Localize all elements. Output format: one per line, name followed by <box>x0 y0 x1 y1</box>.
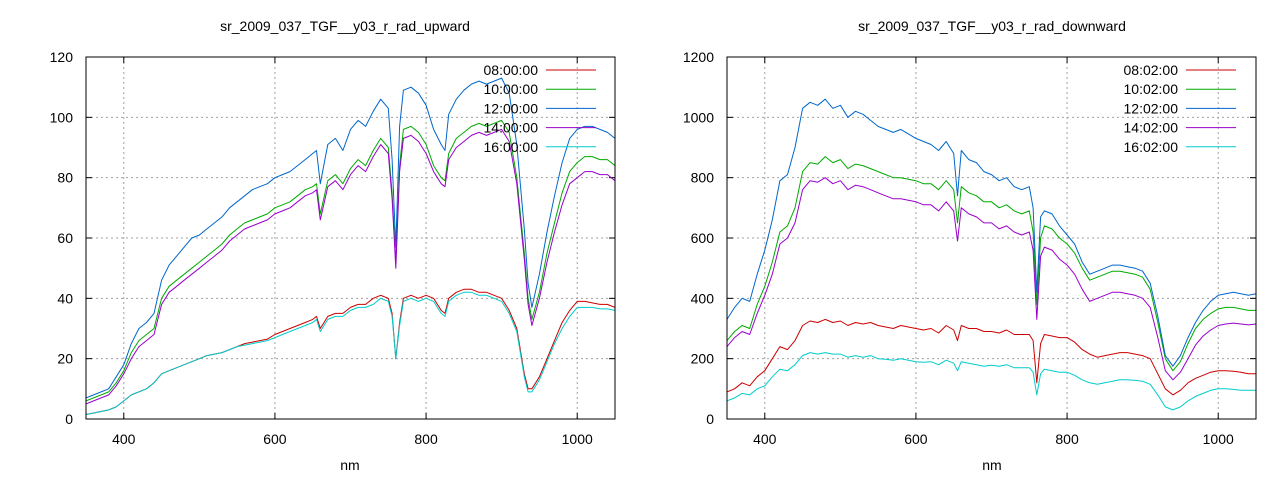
x-tick-label: 600 <box>263 431 287 447</box>
plot-border <box>726 56 1257 420</box>
series-line-5 <box>727 352 1256 411</box>
y-tick-label: 80 <box>57 170 73 186</box>
chart-panel-1: sr_2009_037_TGF__y03_r_rad_upward 0 20 40 60… <box>50 18 616 473</box>
legend-label: 10:02:00 <box>1124 81 1179 97</box>
legend-label: 14:00:00 <box>484 120 539 136</box>
series-group <box>727 98 1256 411</box>
y-tick-label: 400 <box>691 290 715 306</box>
legend: 08:02:00 10:02:00 12:02:00 14:02:00 16:02:00 <box>1124 62 1236 155</box>
series-line-3 <box>727 98 1256 367</box>
legend-label: 12:02:00 <box>1124 100 1179 116</box>
y-tick-label: 200 <box>691 351 715 367</box>
y-tick-label: 0 <box>65 411 73 427</box>
chart-title: sr_2009_037_TGF__y03_r_rad_upward <box>220 18 470 34</box>
legend-label: 08:00:00 <box>484 62 539 78</box>
x-tick-label: 400 <box>753 431 777 447</box>
x-axis-label: nm <box>340 457 359 473</box>
legend-label: 08:02:00 <box>1124 62 1179 78</box>
series-line-2 <box>727 156 1256 372</box>
series-line-1 <box>727 318 1256 396</box>
series-line-4 <box>727 177 1256 381</box>
y-tick-label: 600 <box>691 230 715 246</box>
x-tick-label: 800 <box>1055 431 1079 447</box>
x-tick-label: 1000 <box>562 431 593 447</box>
y-tick-label: 120 <box>50 49 74 65</box>
chart-panel-2: sr_2009_037_TGF__y03_r_rad_downward 0 200 4… <box>683 18 1257 473</box>
y-tick-label: 1000 <box>683 109 714 125</box>
y-tick-label: 800 <box>691 170 715 186</box>
legend-label: 16:02:00 <box>1124 139 1179 155</box>
series-line-3 <box>86 77 615 399</box>
y-tick-label: 0 <box>706 411 714 427</box>
x-tick-label: 800 <box>414 431 438 447</box>
y-tick-label: 40 <box>57 290 73 306</box>
series-line-4 <box>86 128 615 405</box>
y-tick-label: 100 <box>50 109 74 125</box>
legend-label: 10:00:00 <box>484 81 539 97</box>
y-tick-label: 1200 <box>683 49 714 65</box>
series-line-5 <box>86 291 615 415</box>
y-tick-label: 20 <box>57 351 73 367</box>
series-line-1 <box>86 288 615 415</box>
plot-border <box>85 56 616 420</box>
series-group <box>86 77 615 415</box>
x-axis-label: nm <box>982 457 1001 473</box>
legend-label: 16:00:00 <box>484 139 539 155</box>
x-tick-label: 400 <box>112 431 136 447</box>
legend-label: 12:00:00 <box>484 100 539 116</box>
series-line-2 <box>86 119 615 402</box>
chart-title: sr_2009_037_TGF__y03_r_rad_downward <box>858 18 1126 34</box>
legend: 08:00:00 10:00:00 12:00:00 14:00:00 16:00:00 <box>484 62 596 155</box>
x-tick-label: 1000 <box>1203 431 1234 447</box>
x-tick-label: 600 <box>904 431 928 447</box>
legend-label: 14:02:00 <box>1124 120 1179 136</box>
y-tick-label: 60 <box>57 230 73 246</box>
